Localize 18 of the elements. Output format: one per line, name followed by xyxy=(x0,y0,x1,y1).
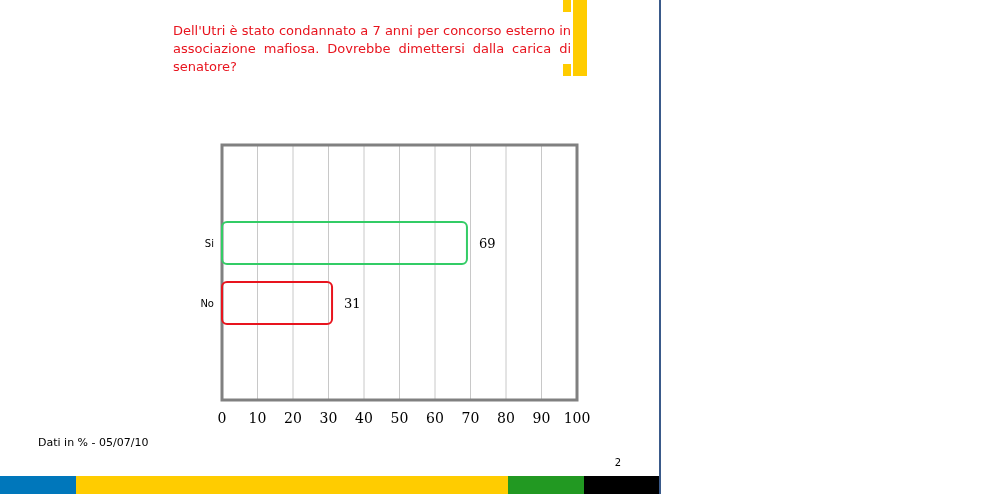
data-label: 69 xyxy=(478,236,496,251)
x-tick-label: 70 xyxy=(461,410,480,426)
x-tick-label: 40 xyxy=(355,410,373,426)
x-tick-label: 60 xyxy=(426,410,444,426)
chart-title: Dell'Utri è stato condannato a 7 anni per concorso esterno in associazione mafiosa. Dovrebbe dimettersi dalla carica di senatore? xyxy=(173,22,571,76)
x-tick-label: 10 xyxy=(248,410,267,426)
x-tick-label: 20 xyxy=(284,410,302,426)
y-tick-label: No xyxy=(200,298,214,309)
data-label: 31 xyxy=(344,296,361,311)
x-tick-label: 100 xyxy=(563,410,591,426)
x-tick-label: 50 xyxy=(390,410,409,426)
x-tick-label: 80 xyxy=(497,410,515,426)
text: Dati in % - 05/07/10 xyxy=(38,436,149,449)
y-tick-label: Si xyxy=(204,238,214,249)
text: 2 xyxy=(614,457,622,468)
x-tick-label: 0 xyxy=(217,410,227,426)
x-tick-label: 90 xyxy=(532,410,551,426)
x-tick-label: 30 xyxy=(319,410,338,426)
